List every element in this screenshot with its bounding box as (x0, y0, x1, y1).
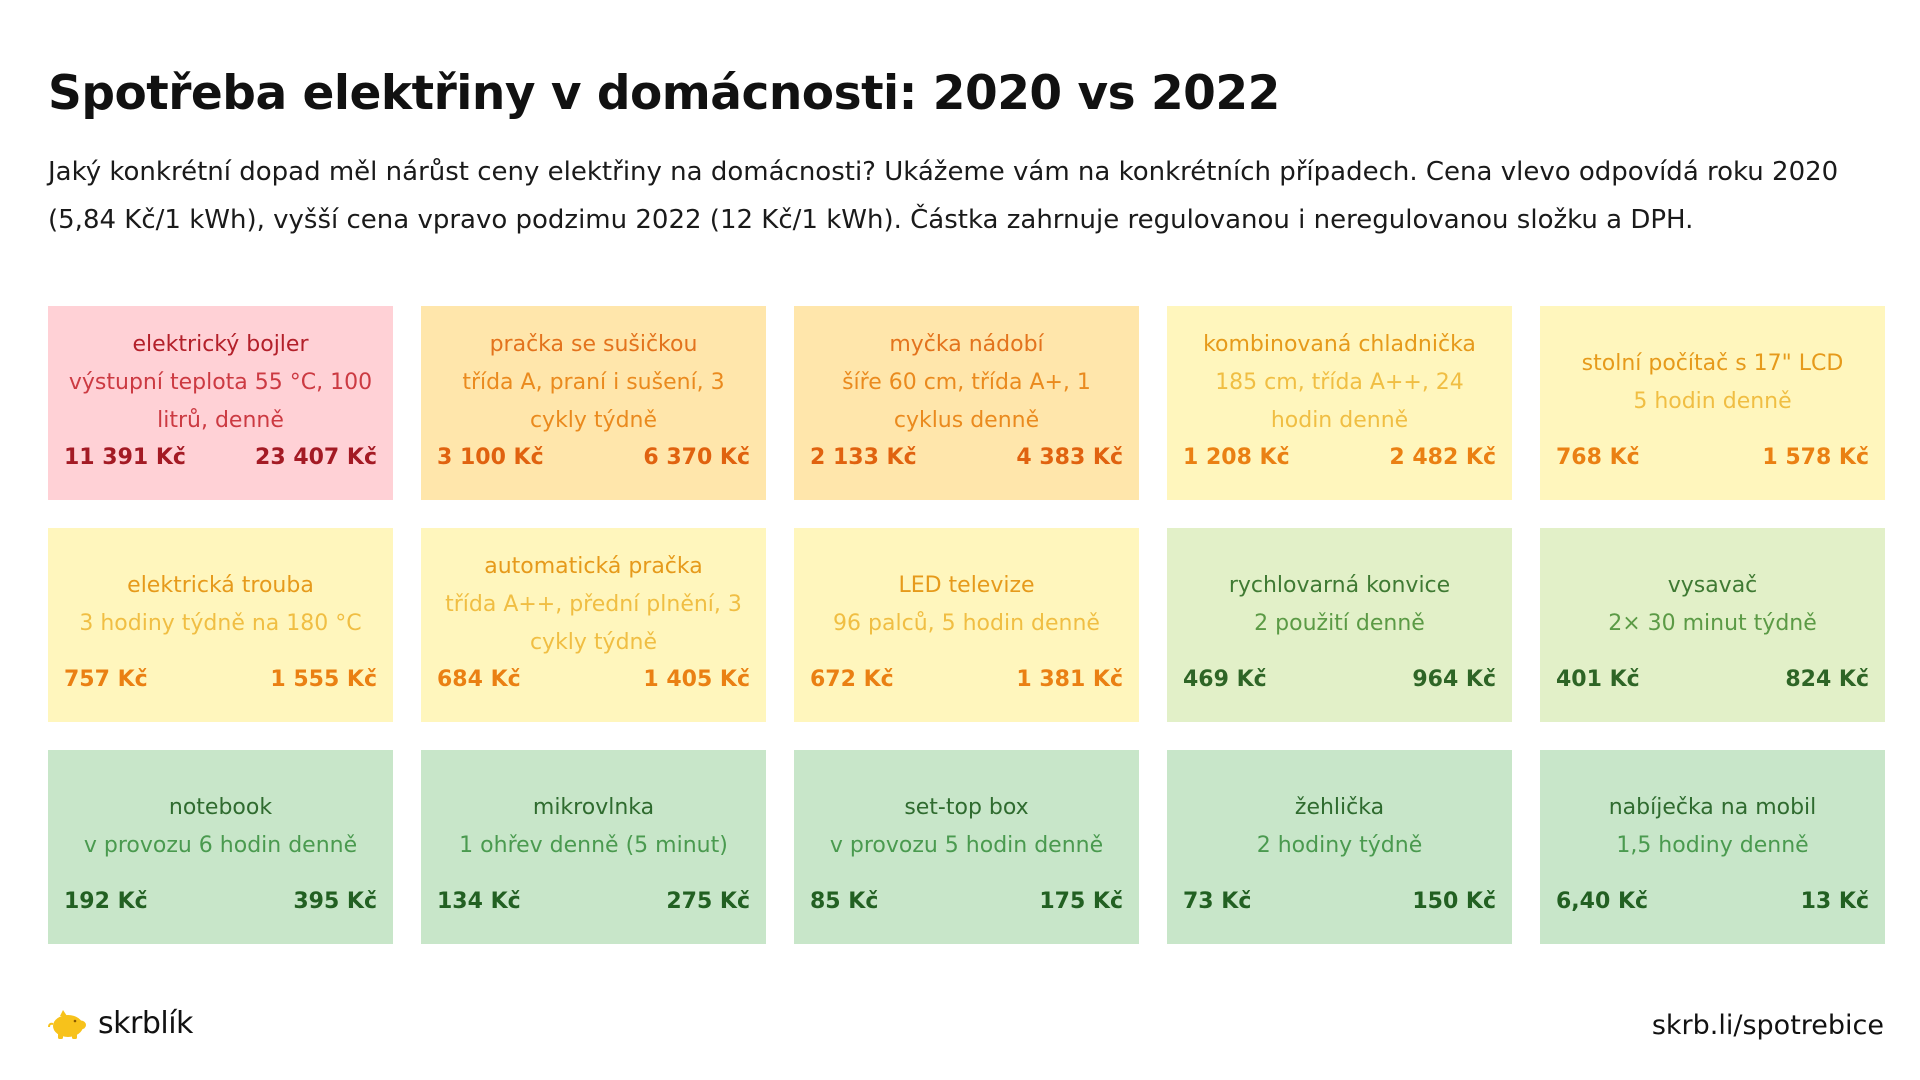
price-2022: 4 383 Kč (1016, 445, 1123, 470)
price-2020: 684 Kč (437, 667, 521, 692)
footer-url-link[interactable]: skrb.li/spotrebice (1651, 1010, 1884, 1041)
appliance-name: elektrický bojler (132, 331, 309, 357)
appliance-name: rychlovarná konvice (1228, 572, 1451, 598)
appliance-name: elektrická trouba (127, 572, 314, 598)
appliance-description: 2 použití denně (1254, 610, 1425, 636)
brand-name: skrblík (98, 1006, 193, 1041)
appliance-description: 1,5 hodiny denně (1616, 832, 1809, 858)
price-2020: 11 391 Kč (64, 445, 186, 470)
price-2022: 150 Kč (1412, 889, 1496, 914)
price-2020: 6,40 Kč (1556, 889, 1649, 914)
appliance-description: 185 cm, třída A++, 24 hodin denně (1215, 369, 1464, 433)
price-2022: 2 482 Kč (1389, 445, 1496, 470)
price-2020: 469 Kč (1183, 667, 1267, 692)
appliance-description: šíře 60 cm, třída A+, 1 cyklus denně (842, 369, 1091, 433)
page-subtitle: Jaký konkrétní dopad měl nárůst ceny ele… (48, 157, 1839, 235)
price-2020: 85 Kč (810, 889, 879, 914)
appliance-card: elektrická trouba 3 hodiny týdně na 180 … (48, 528, 393, 722)
price-2022: 1 405 Kč (643, 667, 750, 692)
appliance-description: 5 hodin denně (1633, 388, 1792, 414)
appliance-card: žehlička 2 hodiny týdně 73 Kč 150 Kč (1167, 750, 1512, 944)
price-2022: 1 578 Kč (1762, 445, 1869, 470)
appliance-card: nabíječka na mobil 1,5 hodiny denně 6,40… (1540, 750, 1885, 944)
brand-logo[interactable]: skrblík (48, 1006, 193, 1041)
appliance-card: LED televize 96 palců, 5 hodin denně 672… (794, 528, 1139, 722)
appliance-card: myčka nádobí šíře 60 cm, třída A+, 1 cyk… (794, 306, 1139, 500)
appliance-description: 2 hodiny týdně (1256, 832, 1423, 858)
price-2020: 1 208 Kč (1183, 445, 1290, 470)
price-2020: 3 100 Kč (437, 445, 544, 470)
price-2022: 6 370 Kč (643, 445, 750, 470)
appliance-card: stolní počítač s 17" LCD 5 hodin denně 7… (1540, 306, 1885, 500)
appliance-description: v provozu 5 hodin denně (829, 832, 1104, 858)
price-2022: 1 381 Kč (1016, 667, 1123, 692)
appliance-description: v provozu 6 hodin denně (83, 832, 358, 858)
price-2020: 401 Kč (1556, 667, 1640, 692)
appliance-card: mikrovlnka 1 ohřev denně (5 minut) 134 K… (421, 750, 766, 944)
price-2020: 2 133 Kč (810, 445, 917, 470)
page-title: Spotřeba elektřiny v domácnosti: 2020 vs… (48, 66, 1280, 121)
appliance-name: automatická pračka (484, 553, 703, 579)
appliance-name: stolní počítač s 17" LCD (1581, 350, 1844, 376)
price-2020: 672 Kč (810, 667, 894, 692)
appliance-name: set-top box (904, 794, 1029, 820)
appliance-name: notebook (168, 794, 273, 820)
appliance-description: 3 hodiny týdně na 180 °C (79, 610, 362, 636)
price-2020: 73 Kč (1183, 889, 1252, 914)
appliance-name: pračka se sušičkou (489, 331, 698, 357)
appliance-description: 1 ohřev denně (5 minut) (459, 832, 728, 858)
price-2020: 192 Kč (64, 889, 148, 914)
appliance-name: mikrovlnka (532, 794, 655, 820)
appliance-name: žehlička (1294, 794, 1385, 820)
appliance-card: set-top box v provozu 5 hodin denně 85 K… (794, 750, 1139, 944)
appliance-description: 96 palců, 5 hodin denně (833, 610, 1100, 636)
appliance-card: kombinovaná chladnička 185 cm, třída A++… (1167, 306, 1512, 500)
appliance-description: třída A++, přední plnění, 3 cykly týdně (445, 591, 742, 655)
appliance-card: notebook v provozu 6 hodin denně 192 Kč … (48, 750, 393, 944)
appliance-card: elektrický bojler výstupní teplota 55 °C… (48, 306, 393, 500)
appliance-grid: elektrický bojler výstupní teplota 55 °C… (48, 306, 1885, 944)
price-2022: 824 Kč (1785, 667, 1869, 692)
appliance-card: pračka se sušičkou třída A, praní i suše… (421, 306, 766, 500)
price-2022: 23 407 Kč (255, 445, 377, 470)
appliance-name: myčka nádobí (889, 331, 1044, 357)
appliance-name: kombinovaná chladnička (1203, 331, 1476, 357)
appliance-card: rychlovarná konvice 2 použití denně 469 … (1167, 528, 1512, 722)
appliance-description: 2× 30 minut týdně (1608, 610, 1817, 636)
piggy-bank-icon (48, 1009, 86, 1039)
appliance-card: vysavač 2× 30 minut týdně 401 Kč 824 Kč (1540, 528, 1885, 722)
price-2022: 1 555 Kč (270, 667, 377, 692)
appliance-name: nabíječka na mobil (1608, 794, 1817, 820)
appliance-name: vysavač (1667, 572, 1758, 598)
price-2022: 175 Kč (1039, 889, 1123, 914)
appliance-name: LED televize (898, 572, 1035, 598)
price-2022: 13 Kč (1800, 889, 1869, 914)
price-2022: 964 Kč (1412, 667, 1496, 692)
price-2022: 395 Kč (293, 889, 377, 914)
appliance-description: třída A, praní i sušení, 3 cykly týdně (462, 369, 725, 433)
appliance-description: výstupní teplota 55 °C, 100 litrů, denně (68, 369, 373, 433)
price-2020: 768 Kč (1556, 445, 1640, 470)
price-2022: 275 Kč (666, 889, 750, 914)
price-2020: 134 Kč (437, 889, 521, 914)
price-2020: 757 Kč (64, 667, 148, 692)
appliance-card: automatická pračka třída A++, přední pln… (421, 528, 766, 722)
